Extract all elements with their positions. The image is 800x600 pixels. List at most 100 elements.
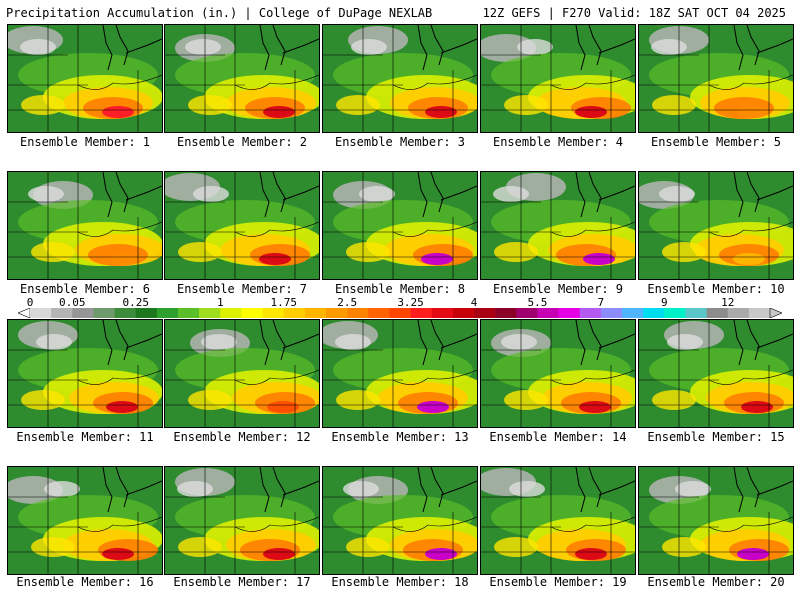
colorbar-max-arrow xyxy=(769,308,782,318)
precipitation-map xyxy=(639,172,793,279)
member-caption: Ensemble Member: 18 xyxy=(331,575,469,589)
colorbar-tick-label: 0.05 xyxy=(59,296,86,309)
precipitation-map xyxy=(481,172,635,279)
precipitation-map xyxy=(8,25,162,132)
precipitation-map xyxy=(639,320,793,427)
member-map-panel xyxy=(638,466,794,575)
colorbar-segment xyxy=(326,308,348,318)
member-map-panel xyxy=(322,171,478,280)
colorbar-segment xyxy=(72,308,94,318)
precipitation-map xyxy=(165,467,319,574)
colorbar-min-arrow xyxy=(18,308,31,318)
member-map-panel xyxy=(164,24,320,133)
member-caption: Ensemble Member: 5 xyxy=(650,135,782,149)
colorbar-segment xyxy=(304,308,327,318)
member-map-panel xyxy=(638,319,794,428)
member-map-panel xyxy=(164,319,320,428)
colorbar-segment xyxy=(262,308,285,318)
member-map-panel xyxy=(322,24,478,133)
member-map-panel xyxy=(480,466,636,575)
colorbar-segment xyxy=(283,308,306,318)
colorbar-segment xyxy=(664,308,686,318)
colorbar-tick-label: 5.5 xyxy=(527,296,548,309)
member-caption: Ensemble Member: 11 xyxy=(16,430,154,444)
member-caption: Ensemble Member: 3 xyxy=(334,135,466,149)
colorbar-segment xyxy=(410,308,433,318)
member-caption: Ensemble Member: 7 xyxy=(176,282,308,296)
precipitation-map xyxy=(323,172,477,279)
member-map-panel xyxy=(480,171,636,280)
member-caption: Ensemble Member: 6 xyxy=(19,282,151,296)
precipitation-map xyxy=(165,172,319,279)
member-caption: Ensemble Member: 17 xyxy=(173,575,311,589)
member-map-panel xyxy=(638,24,794,133)
colorbar-segment xyxy=(156,308,179,318)
member-caption: Ensemble Member: 20 xyxy=(647,575,785,589)
colorbar-tick-label: 0 xyxy=(26,296,34,309)
member-map-panel xyxy=(480,24,636,133)
colorbar-segment xyxy=(600,308,623,318)
member-map-panel xyxy=(322,319,478,428)
colorbar-segment xyxy=(579,308,602,318)
map-title: Precipitation Accumulation (in.) | Colle… xyxy=(6,6,433,20)
member-caption: Ensemble Member: 19 xyxy=(489,575,627,589)
precipitation-map xyxy=(639,25,793,132)
member-map-panel xyxy=(322,466,478,575)
colorbar-segment xyxy=(452,308,475,318)
colorbar-tick-label: 1 xyxy=(216,296,224,309)
precipitation-map xyxy=(481,25,635,132)
member-caption: Ensemble Member: 9 xyxy=(492,282,624,296)
member-caption: Ensemble Member: 16 xyxy=(16,575,154,589)
colorbar-segment xyxy=(727,308,750,318)
member-map-panel xyxy=(7,319,163,428)
member-map-panel xyxy=(480,319,636,428)
member-caption: Ensemble Member: 8 xyxy=(334,282,466,296)
precipitation-map xyxy=(8,320,162,427)
colorbar-tick-label: 2.5 xyxy=(337,296,358,309)
colorbar-segment xyxy=(748,308,771,318)
member-caption: Ensemble Member: 10 xyxy=(647,282,785,296)
colorbar-segment xyxy=(706,308,729,318)
member-caption: Ensemble Member: 1 xyxy=(19,135,151,149)
precipitation-map xyxy=(323,320,477,427)
precipitation-map xyxy=(481,320,635,427)
colorbar-segment xyxy=(199,308,221,318)
colorbar-tick-label: 12 xyxy=(721,296,735,309)
member-map-panel xyxy=(164,171,320,280)
colorbar-tick-label: 7 xyxy=(597,296,605,309)
colorbar-tick-label: 0.25 xyxy=(122,296,149,309)
colorbar-segment xyxy=(93,308,115,318)
member-map-panel xyxy=(164,466,320,575)
member-caption: Ensemble Member: 13 xyxy=(331,430,469,444)
colorbar-segment xyxy=(495,308,517,318)
precipitation-map xyxy=(8,467,162,574)
colorbar-segment xyxy=(558,308,581,318)
member-map-panel xyxy=(7,466,163,575)
colorbar-segment xyxy=(220,308,242,318)
colorbar-segment xyxy=(51,308,73,318)
precipitation-map xyxy=(639,467,793,574)
colorbar-segment xyxy=(643,308,665,318)
member-caption: Ensemble Member: 14 xyxy=(489,430,627,444)
precipitation-map xyxy=(165,320,319,427)
precipitation-map xyxy=(323,467,477,574)
colorbar-segment xyxy=(114,308,137,318)
colorbar-segment xyxy=(347,308,369,318)
colorbar-tick-label: 4 xyxy=(470,296,478,309)
model-run-valid-time: 12Z GEFS | F270 Valid: 18Z SAT OCT 04 20… xyxy=(482,6,786,20)
member-map-panel xyxy=(7,24,163,133)
colorbar-segment xyxy=(178,308,200,318)
precipitation-colorbar xyxy=(18,308,782,318)
colorbar-segment xyxy=(30,308,52,318)
colorbar-segment xyxy=(241,308,263,318)
colorbar-tick-label: 9 xyxy=(660,296,668,309)
precipitation-map xyxy=(323,25,477,132)
member-caption: Ensemble Member: 12 xyxy=(173,430,311,444)
precipitation-map xyxy=(481,467,635,574)
member-map-panel xyxy=(638,171,794,280)
precipitation-map xyxy=(165,25,319,132)
colorbar-segment xyxy=(516,308,538,318)
colorbar-tick-label: 1.75 xyxy=(270,296,297,309)
colorbar-segment xyxy=(135,308,158,318)
precipitation-map xyxy=(8,172,162,279)
